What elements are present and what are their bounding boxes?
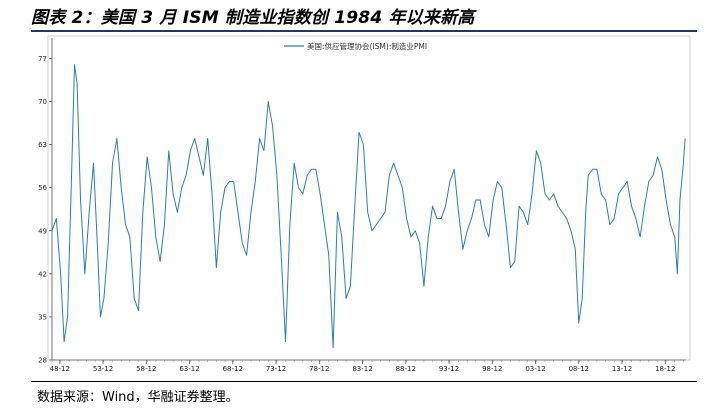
y-tick-label: 35 (38, 313, 47, 321)
y-tick-label: 28 (38, 357, 47, 365)
x-tick-label: 83-12 (352, 365, 372, 373)
x-tick-label: 73-12 (266, 365, 286, 373)
chart-legend: 美国:供应管理协会(ISM):制造业PMI (284, 41, 427, 51)
chart-axes: 28 35 42 49 56 63 70 77 48-12 53-12 58-12 63-12 68-1… (38, 38, 686, 373)
y-tick-label: 49 (38, 227, 47, 235)
x-tick-label: 48-12 (50, 365, 70, 373)
source-note: 数据来源：Wind，华融证券整理。 (37, 390, 239, 405)
x-tick-label: 93-12 (439, 365, 459, 373)
x-tick-label: 88-12 (396, 365, 416, 373)
y-tick-label: 70 (38, 98, 47, 106)
x-tick-label: 18-12 (655, 365, 675, 373)
title-rule (31, 30, 697, 32)
x-tick-label: 78-12 (309, 365, 329, 373)
x-tick-label: 03-12 (525, 365, 545, 373)
series-line-pmi (51, 64, 686, 349)
y-tick-label: 77 (38, 55, 47, 63)
x-tick-label: 63-12 (179, 365, 199, 373)
y-tick-label: 63 (38, 141, 47, 149)
footer-rule (31, 381, 697, 382)
x-tick-label: 68-12 (223, 365, 243, 373)
chart-title: 图表 2：美国 3 月 ISM 制造业指数创 1984 年以来新高 (31, 8, 475, 28)
x-tick-label: 08-12 (569, 365, 589, 373)
x-tick-label: 98-12 (482, 365, 502, 373)
legend-label: 美国:供应管理协会(ISM):制造业PMI (307, 41, 427, 51)
x-tick-label: 13-12 (612, 365, 632, 373)
y-tick-label: 42 (38, 270, 47, 278)
y-tick-label: 56 (38, 184, 47, 192)
x-tick-label: 58-12 (136, 365, 156, 373)
x-tick-label: 53-12 (93, 365, 113, 373)
